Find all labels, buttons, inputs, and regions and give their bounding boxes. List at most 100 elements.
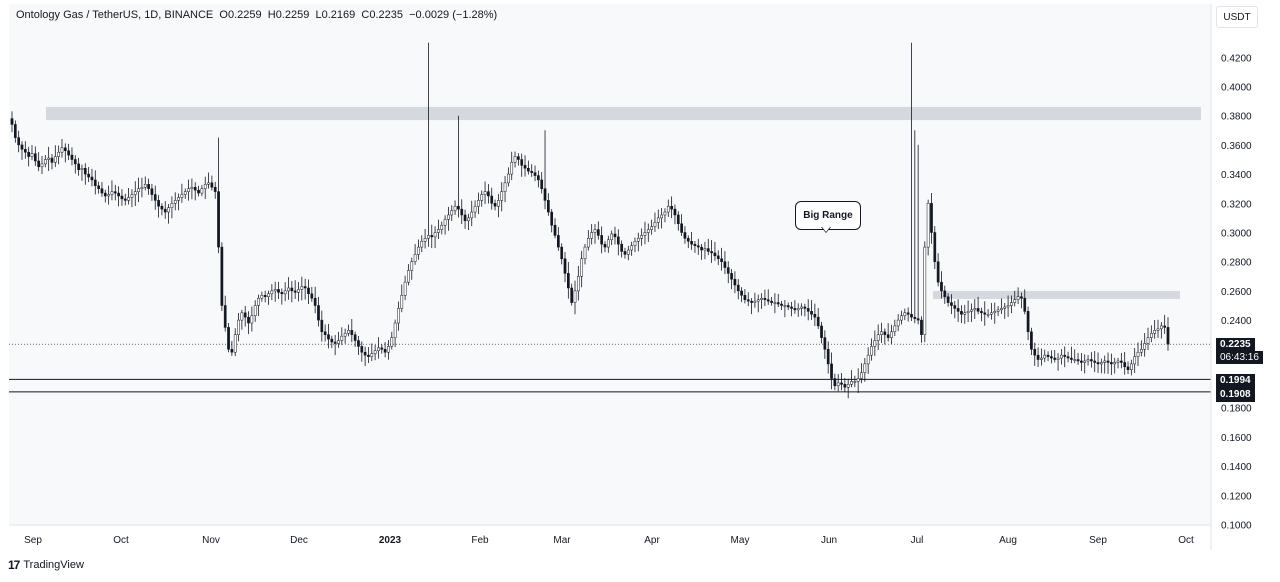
candle-body <box>397 308 400 324</box>
candle-body <box>820 325 823 338</box>
candle-body <box>73 159 77 165</box>
candle-body <box>407 270 410 283</box>
currency-button[interactable]: USDT <box>1216 6 1258 28</box>
candle-body <box>67 150 70 156</box>
candle-body <box>880 331 883 335</box>
candle-body <box>380 347 384 350</box>
candle-body <box>1020 296 1023 299</box>
candle-body <box>470 211 474 219</box>
candle-body <box>930 203 933 233</box>
candle-body <box>513 156 517 163</box>
candle-body <box>580 258 584 277</box>
candle-body <box>793 308 797 311</box>
y-tick-label: 0.3600 <box>1221 141 1252 152</box>
candle-body <box>170 203 174 208</box>
candle-body <box>327 334 330 340</box>
candle-body <box>127 197 130 201</box>
candle-body <box>1030 331 1033 350</box>
candle-body <box>37 160 41 168</box>
candle-body <box>237 319 240 335</box>
candle-body <box>696 245 700 248</box>
candle-body <box>107 194 110 197</box>
y-tick-label: 0.3400 <box>1221 170 1252 181</box>
candle-body <box>250 315 254 324</box>
candle-body <box>207 182 210 185</box>
candle-body <box>1120 360 1123 363</box>
candle-body <box>17 137 21 146</box>
candle-body <box>1103 360 1107 363</box>
candle-body <box>633 241 637 246</box>
candle-body <box>1056 357 1060 360</box>
candle-body <box>1146 337 1150 344</box>
candle-body <box>153 194 157 201</box>
tradingview-brand[interactable]: TradingView <box>23 559 84 571</box>
x-tick-label: Sep <box>1089 535 1107 546</box>
candle-body <box>550 211 554 226</box>
candle-body <box>1086 359 1090 362</box>
candle-body <box>813 314 817 318</box>
symbol-legend: Ontology Gas / TetherUS, 1D, BINANCE O0.… <box>16 9 497 21</box>
tradingview-logo-icon[interactable]: 17 <box>8 558 20 572</box>
open-label: O <box>219 9 228 21</box>
candle-body <box>1116 360 1120 363</box>
candle-body <box>547 200 550 213</box>
candle-body <box>497 200 500 207</box>
candle-body <box>363 351 367 356</box>
candle-body <box>1130 363 1133 370</box>
candle-body <box>913 316 917 319</box>
candle-body <box>730 273 733 280</box>
candle-body <box>103 192 107 197</box>
candle-body <box>936 261 940 283</box>
candle-body <box>40 163 44 168</box>
candle-body <box>1033 349 1037 356</box>
candle-body <box>353 334 357 341</box>
candle-body <box>620 243 623 252</box>
candle-body <box>560 246 564 260</box>
candle-body <box>1110 362 1113 365</box>
candle-body <box>996 309 1000 312</box>
candle-body <box>317 305 320 321</box>
candle-body <box>190 186 194 189</box>
candle-body <box>843 384 847 388</box>
big-range-callout[interactable]: Big Range <box>795 201 861 230</box>
candle-body <box>323 331 327 335</box>
candle-body <box>736 284 740 292</box>
candle-body <box>906 312 910 315</box>
x-tick-label: Dec <box>290 535 308 546</box>
candle-body <box>956 308 960 312</box>
candle-body <box>23 149 27 153</box>
candle-body <box>1149 332 1153 338</box>
close-value: 0.2235 <box>369 9 403 21</box>
y-tick-label: 0.2800 <box>1221 258 1252 269</box>
x-tick-label: Nov <box>202 535 220 546</box>
candle-body <box>903 312 907 316</box>
candle-body <box>10 118 14 125</box>
candle-body <box>1113 362 1117 365</box>
candle-body <box>830 363 833 379</box>
candle-body <box>596 229 600 236</box>
candle-body <box>986 314 990 316</box>
candle-body <box>193 186 197 191</box>
candle-body <box>197 189 200 194</box>
zones <box>46 106 1201 299</box>
zone-1 <box>46 106 1201 121</box>
candle-body <box>300 286 304 290</box>
candle-body <box>780 303 783 306</box>
candle-body <box>910 314 913 318</box>
high-value: 0.2259 <box>275 9 310 21</box>
y-tick-label: 0.1000 <box>1221 521 1252 532</box>
candle-body <box>990 312 993 315</box>
candle-body <box>1010 302 1013 306</box>
candle-body <box>257 297 260 306</box>
candle-body <box>773 302 777 304</box>
change-value: −0.0029 (−1.28%) <box>409 9 498 21</box>
candle-body <box>240 312 244 321</box>
candle-body <box>706 248 710 252</box>
candle-body <box>400 295 404 309</box>
candle-body <box>666 205 670 213</box>
candle-body <box>320 319 324 333</box>
candle-body <box>297 289 300 293</box>
x-tick-label: Apr <box>644 535 660 546</box>
low-value: 0.2169 <box>321 9 356 21</box>
